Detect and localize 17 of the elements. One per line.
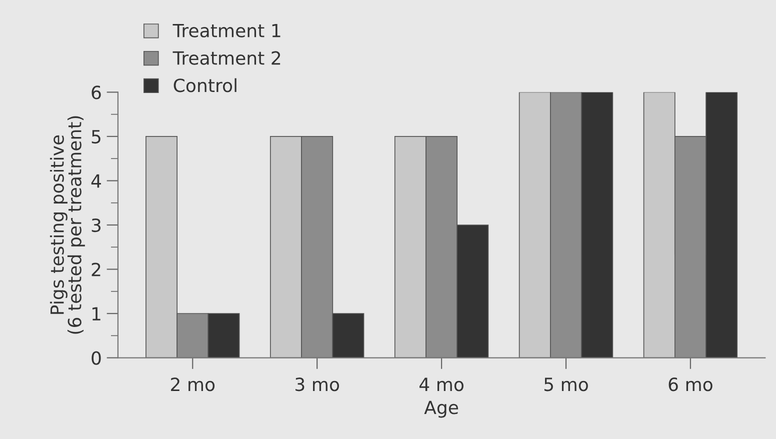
- y-tick-label: 5: [92, 130, 100, 144]
- y-tick-label: 1: [92, 307, 100, 320]
- y-tick-label: 2: [92, 262, 100, 276]
- x-tick-label: 2 mo: [171, 378, 215, 392]
- y-tick-label: 4: [91, 174, 101, 188]
- legend-label: Control: [174, 78, 236, 92]
- y-tick-label: 6: [92, 86, 101, 100]
- x-tick-label: 6 mo: [668, 378, 712, 392]
- x-tick-label: 5 mo: [544, 378, 588, 392]
- y-tick-label: 0: [92, 351, 101, 365]
- x-tick-label: 3 mo: [296, 378, 340, 392]
- legend-label: Treatment 2: [172, 51, 280, 65]
- x-axis-title: Age: [424, 400, 458, 418]
- y-axis-title: Pigs testing positive (6 tested per treatment): [50, 116, 85, 334]
- y-tick-label: 3: [92, 218, 101, 232]
- x-tick-label: 4 mo: [419, 378, 464, 392]
- legend-label: Treatment 1: [172, 24, 280, 38]
